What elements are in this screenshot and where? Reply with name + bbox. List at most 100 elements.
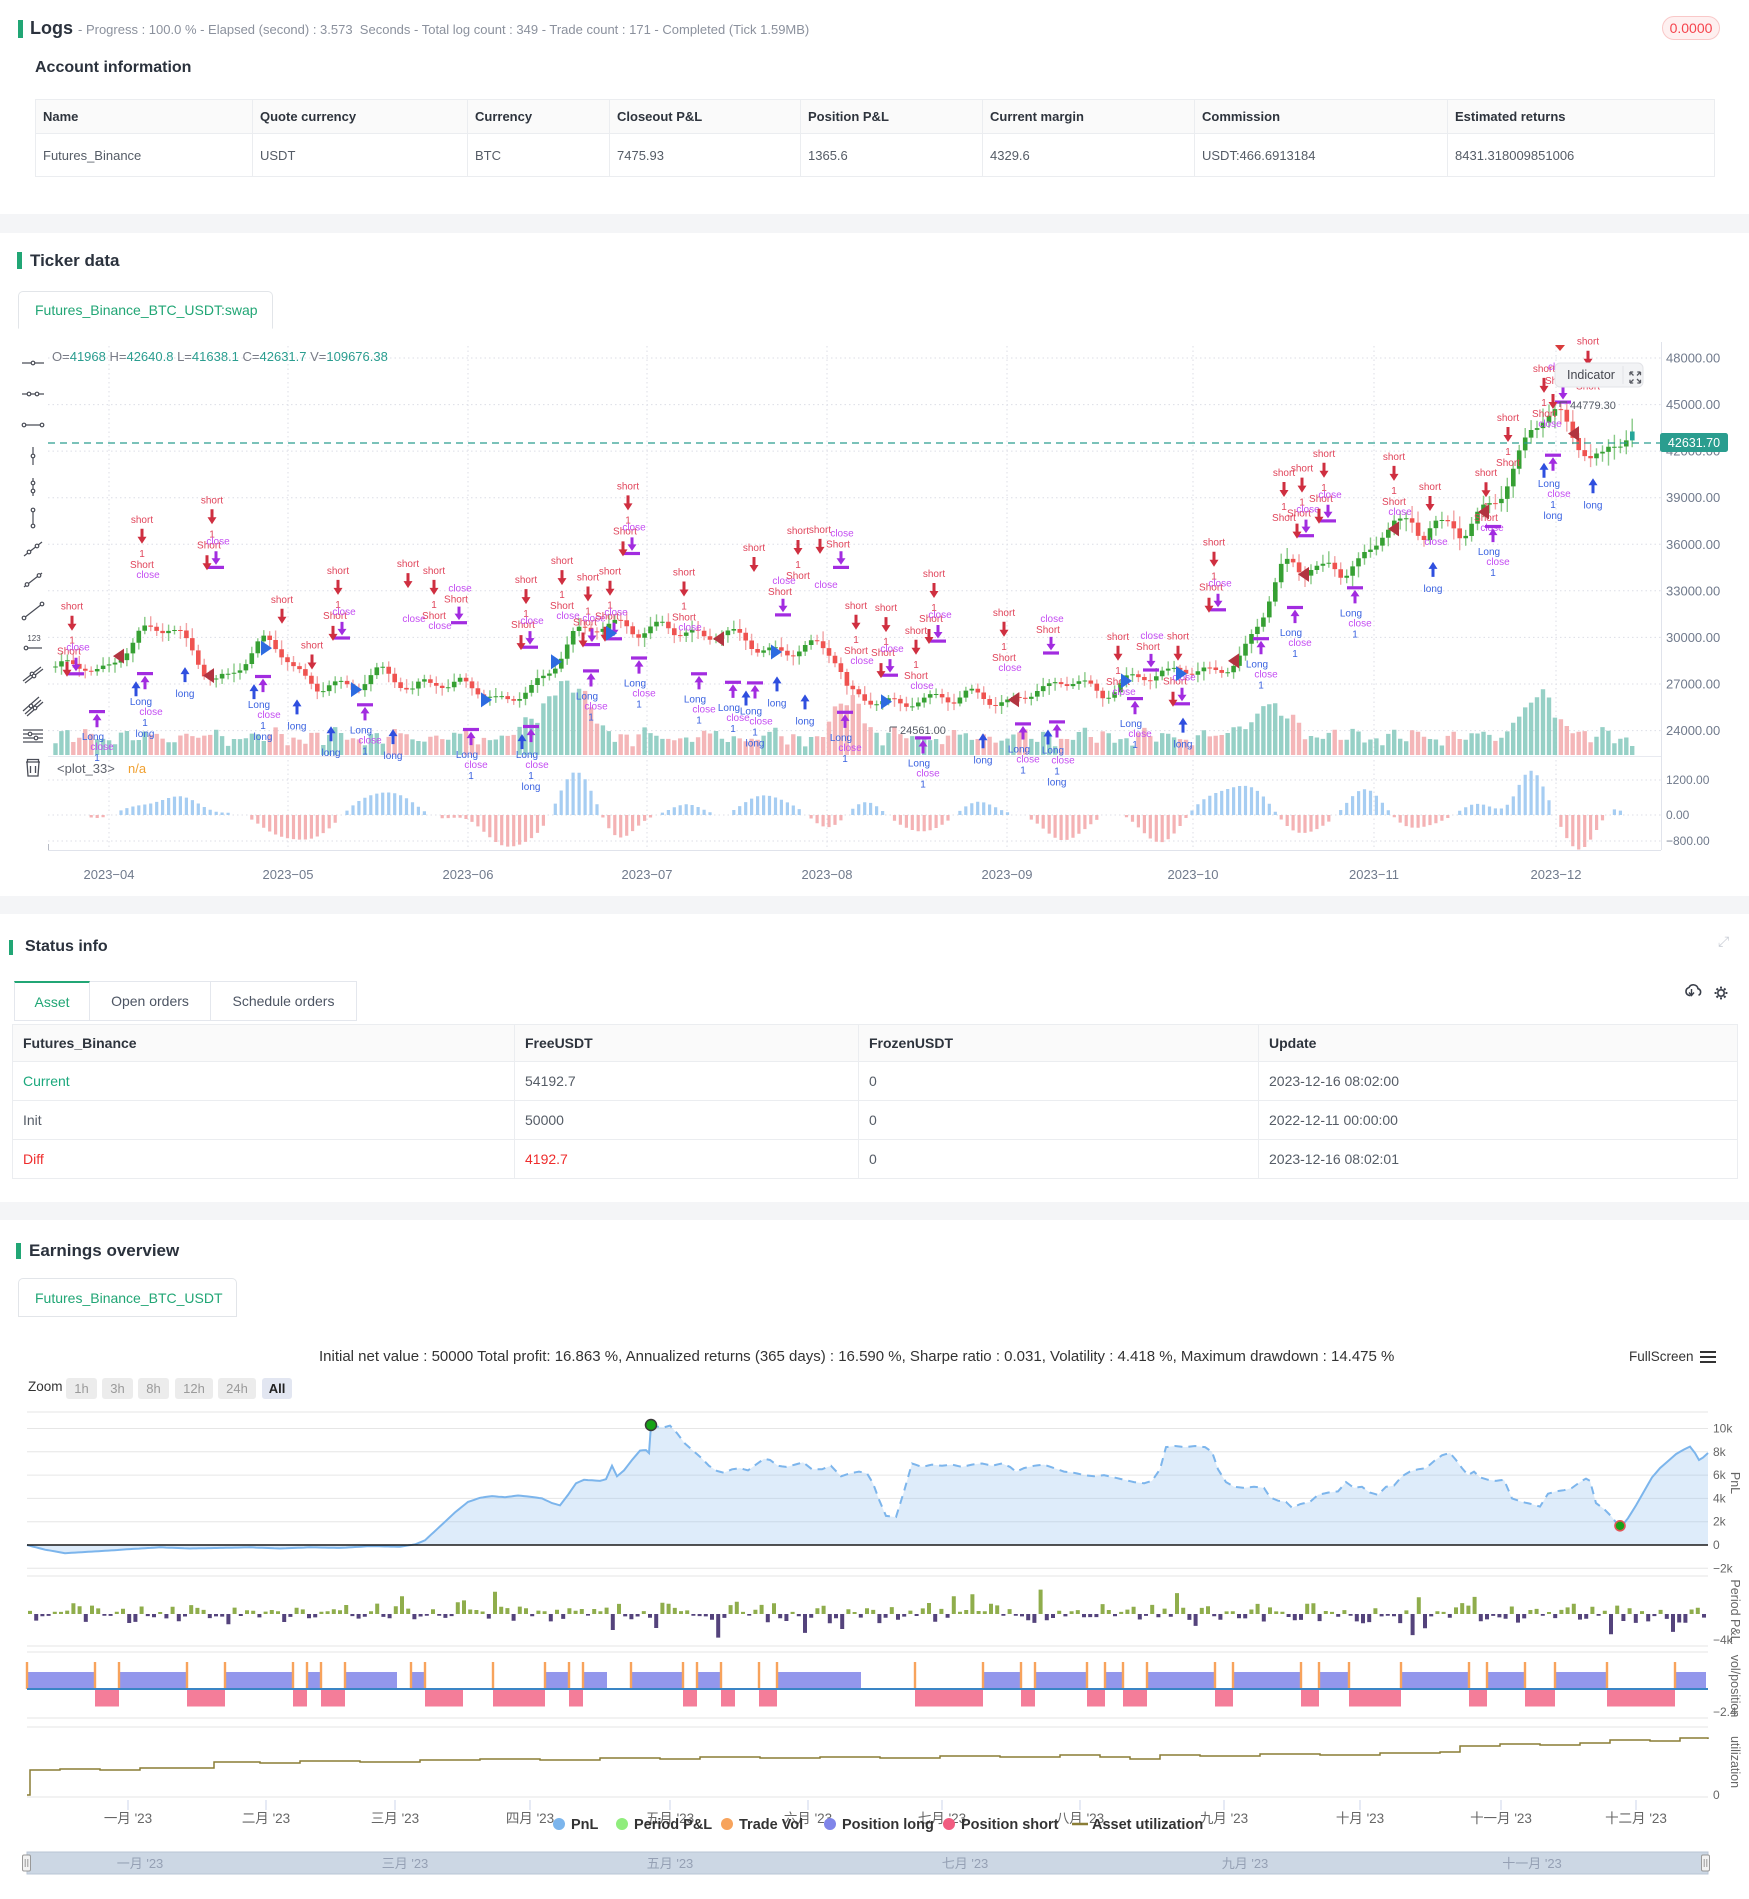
svg-text:short: short [301,641,323,652]
svg-text:Short: Short [1199,583,1223,594]
svg-text:Long: Long [718,703,740,714]
svg-text:Long: Long [82,732,104,743]
svg-text:close: close [1172,673,1196,684]
svg-text:short: short [1475,468,1497,479]
svg-text:1: 1 [1001,642,1007,653]
svg-text:1: 1 [523,609,529,620]
svg-text:short: short [577,573,599,584]
svg-text:1: 1 [142,718,148,729]
svg-text:一月 '23: 一月 '23 [117,1856,164,1871]
svg-text:close: close [928,610,952,621]
svg-text:short: short [1203,538,1225,549]
svg-text:close: close [1547,489,1571,500]
svg-text:O=41968 H=42640.8 L=41638.1 C=: O=41968 H=42640.8 L=41638.1 C=42631.7 V=… [52,349,388,364]
svg-text:close: close [678,623,702,634]
svg-text:Short: Short [672,613,696,624]
svg-text:close: close [358,735,382,746]
svg-text:utilization: utilization [1728,1736,1742,1788]
svg-text:1: 1 [913,660,919,671]
svg-text:long: long [746,739,765,750]
svg-text:close: close [332,607,356,618]
svg-text:十一月 '23: 十一月 '23 [1502,1856,1562,1871]
svg-text:Long: Long [1280,628,1302,639]
svg-text:close: close [910,681,934,692]
svg-text:Long: Long [456,750,478,761]
svg-text:long: long [768,698,787,709]
svg-text:Short: Short [904,671,928,682]
svg-text:五月 '23: 五月 '23 [646,1811,694,1826]
svg-text:close: close [1348,618,1372,629]
svg-text:36000.00: 36000.00 [1666,537,1720,552]
svg-text:close: close [838,743,862,754]
svg-text:short: short [1383,452,1405,463]
svg-text:Long: Long [1246,659,1268,670]
svg-text:Trade Vol: Trade Vol [739,1817,803,1833]
svg-text:close: close [139,707,163,718]
svg-text:六月 '23: 六月 '23 [784,1811,832,1826]
svg-text:short: short [905,626,927,637]
svg-text:42631.70: 42631.70 [1668,436,1720,450]
svg-text:4k: 4k [1713,1491,1727,1505]
svg-text:short: short [1313,449,1335,460]
svg-text:close: close [464,760,488,771]
svg-text:short: short [1107,632,1129,643]
svg-text:2023−09: 2023−09 [982,867,1033,882]
svg-text:Long: Long [130,697,152,708]
svg-text:close: close [448,584,472,595]
svg-text:2023−10: 2023−10 [1168,867,1219,882]
svg-text:8k: 8k [1713,1445,1727,1459]
svg-text:Period P&L: Period P&L [634,1817,712,1833]
svg-text:Short: Short [550,601,574,612]
svg-text:1: 1 [362,746,368,757]
svg-text:1: 1 [1541,398,1547,409]
svg-text:0.00: 0.00 [1666,808,1690,822]
svg-text:1: 1 [1292,649,1298,660]
svg-text:九月 '23: 九月 '23 [1200,1811,1248,1826]
svg-text:short: short [551,556,573,567]
svg-text:1: 1 [1321,483,1327,494]
svg-text:PnL: PnL [1728,1472,1742,1494]
svg-text:long: long [288,721,307,732]
svg-text:short: short [809,525,831,536]
svg-text:30000.00: 30000.00 [1666,630,1720,645]
svg-text:short: short [1167,632,1189,643]
svg-text:Long: Long [576,692,598,703]
svg-text:Long: Long [624,679,646,690]
svg-text:1: 1 [335,600,341,611]
svg-text:1: 1 [636,700,642,711]
svg-text:24561.00: 24561.00 [900,725,946,737]
svg-text:long: long [1544,511,1563,522]
svg-text:1: 1 [1020,766,1026,777]
svg-text:close: close [90,742,114,753]
svg-text:一月 '23: 一月 '23 [104,1811,152,1826]
svg-text:long: long [522,782,541,793]
svg-text:close: close [520,616,544,627]
svg-text:24000.00: 24000.00 [1666,723,1720,738]
svg-text:short: short [1497,413,1519,424]
svg-text:Short: Short [786,571,810,582]
svg-text:2023−12: 2023−12 [1531,867,1582,882]
svg-text:close: close [66,643,90,654]
svg-text:Long: Long [516,750,538,761]
svg-text:Long: Long [740,707,762,718]
svg-text:close: close [1318,490,1342,501]
svg-text:long: long [384,751,403,762]
svg-text:123: 123 [27,634,41,643]
svg-text:Position long: Position long [842,1817,934,1833]
svg-text:2023−11: 2023−11 [1349,867,1399,882]
svg-text:Short: Short [1136,642,1160,653]
svg-text:Long: Long [1120,719,1142,730]
svg-text:2023−04: 2023−04 [84,867,135,882]
svg-text:九月 '23: 九月 '23 [1222,1856,1269,1871]
svg-text:short: short [1419,482,1441,493]
svg-text:close: close [772,576,796,587]
svg-text:1: 1 [559,590,565,601]
svg-text:short: short [599,567,621,578]
svg-text:Short: Short [1163,677,1187,688]
svg-text:short: short [1273,468,1295,479]
svg-text:<plot_33>: <plot_33> [57,761,115,776]
svg-text:1: 1 [528,771,534,782]
svg-text:Short: Short [1474,513,1498,524]
svg-text:PnL: PnL [571,1817,599,1833]
svg-text:1: 1 [625,515,631,526]
